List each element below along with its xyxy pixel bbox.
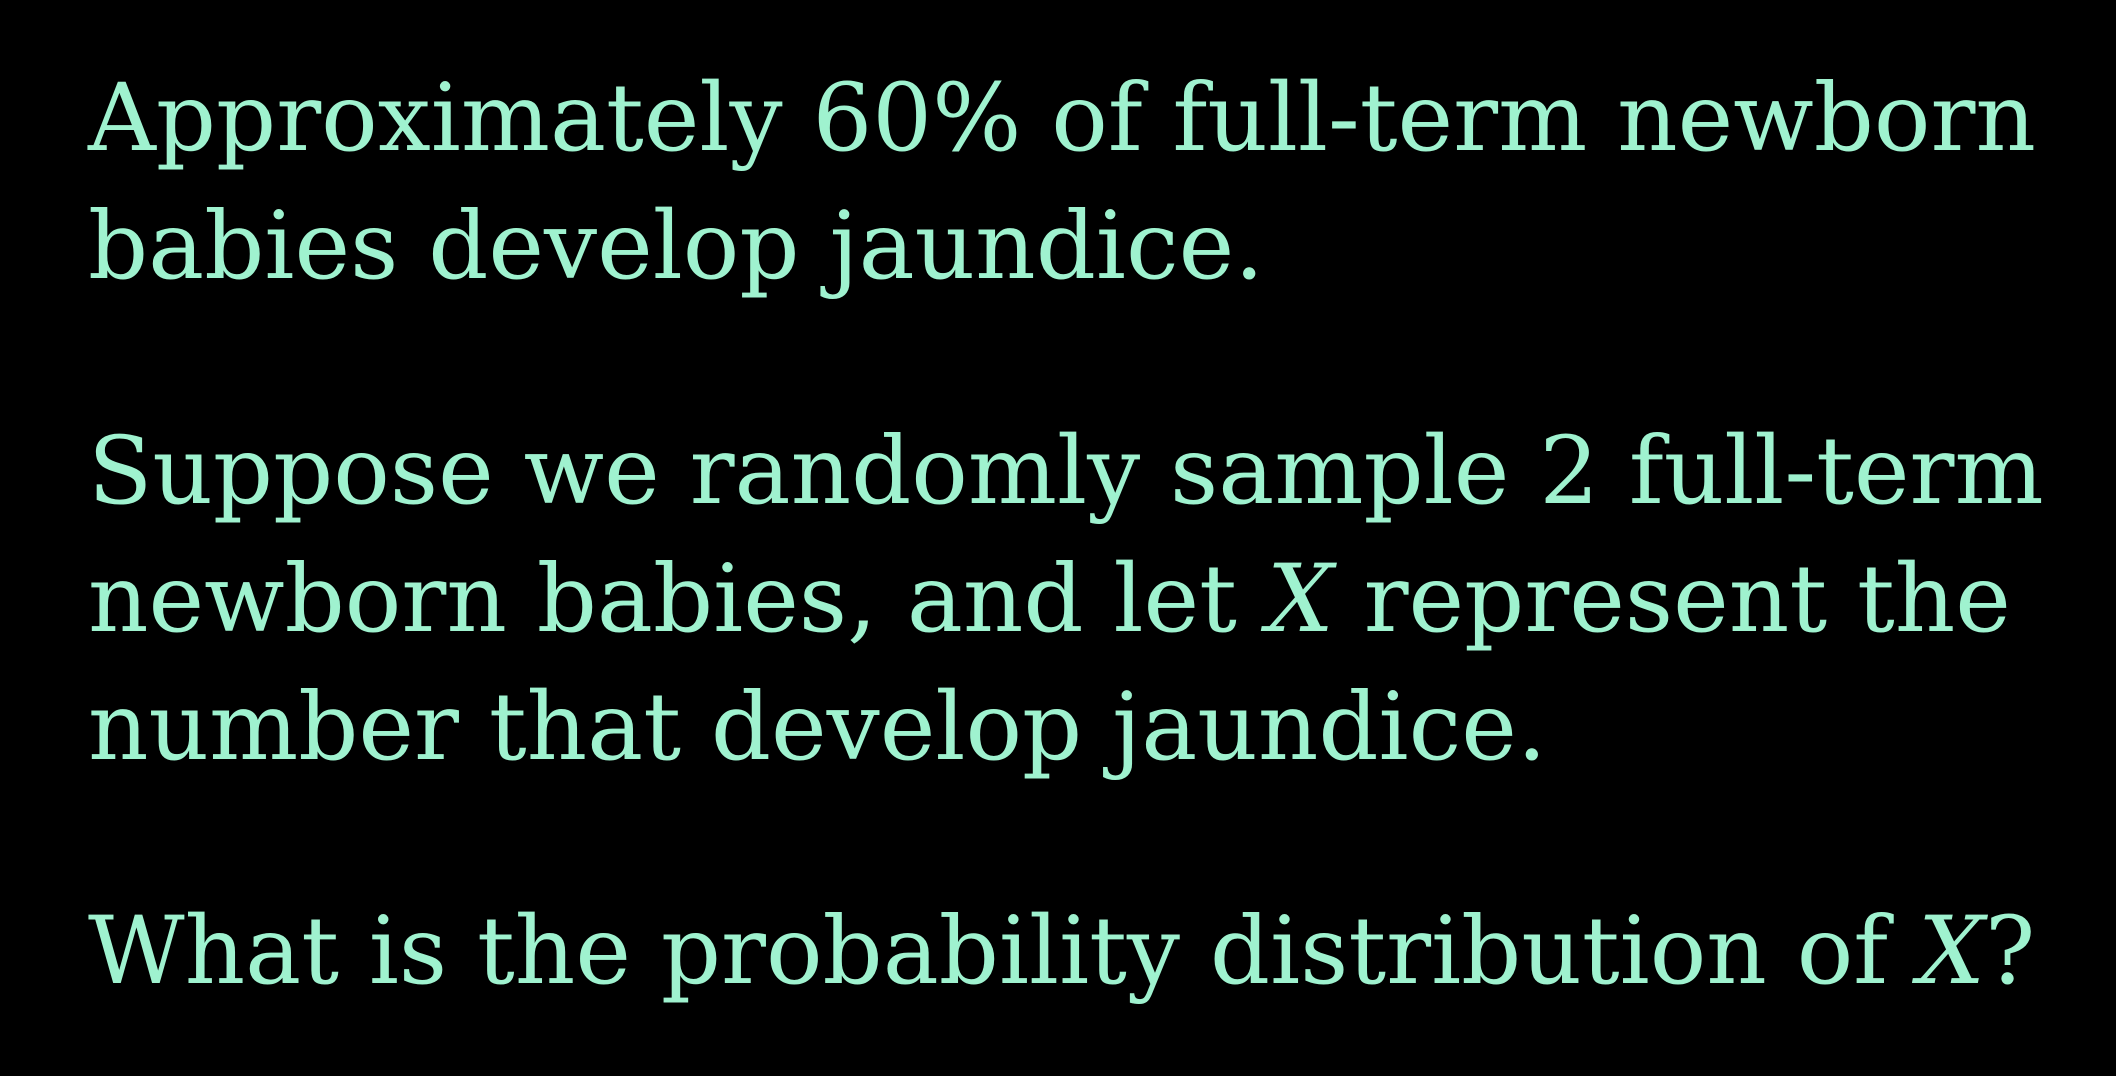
- setup-line-1: Suppose we randomly sample 2 full-term: [88, 417, 2044, 526]
- setup-line-3: number that develop jaundice.: [88, 673, 1547, 782]
- question-line: What is the probability distribution of …: [88, 888, 2035, 1016]
- question-start: What is the probability distribution of: [88, 897, 1918, 1006]
- setup-line-2-end: represent the: [1333, 545, 2011, 654]
- setup-paragraph: Suppose we randomly sample 2 full-term n…: [88, 408, 2044, 792]
- variable-x: X: [1266, 545, 1334, 654]
- intro-line-1: Approximately 60% of full-term newborn: [88, 64, 2036, 173]
- question-variable-x: X: [1917, 897, 1985, 1006]
- question-paragraph: What is the probability distribution of …: [88, 888, 2035, 1016]
- intro-line-2: babies develop jaundice.: [88, 192, 1265, 301]
- intro-paragraph: Approximately 60% of full-term newborn b…: [88, 55, 2036, 311]
- question-mark: ?: [1984, 897, 2036, 1006]
- setup-line-2: newborn babies, and let X represent the: [88, 536, 2044, 664]
- setup-line-2-start: newborn babies, and let: [88, 545, 1267, 654]
